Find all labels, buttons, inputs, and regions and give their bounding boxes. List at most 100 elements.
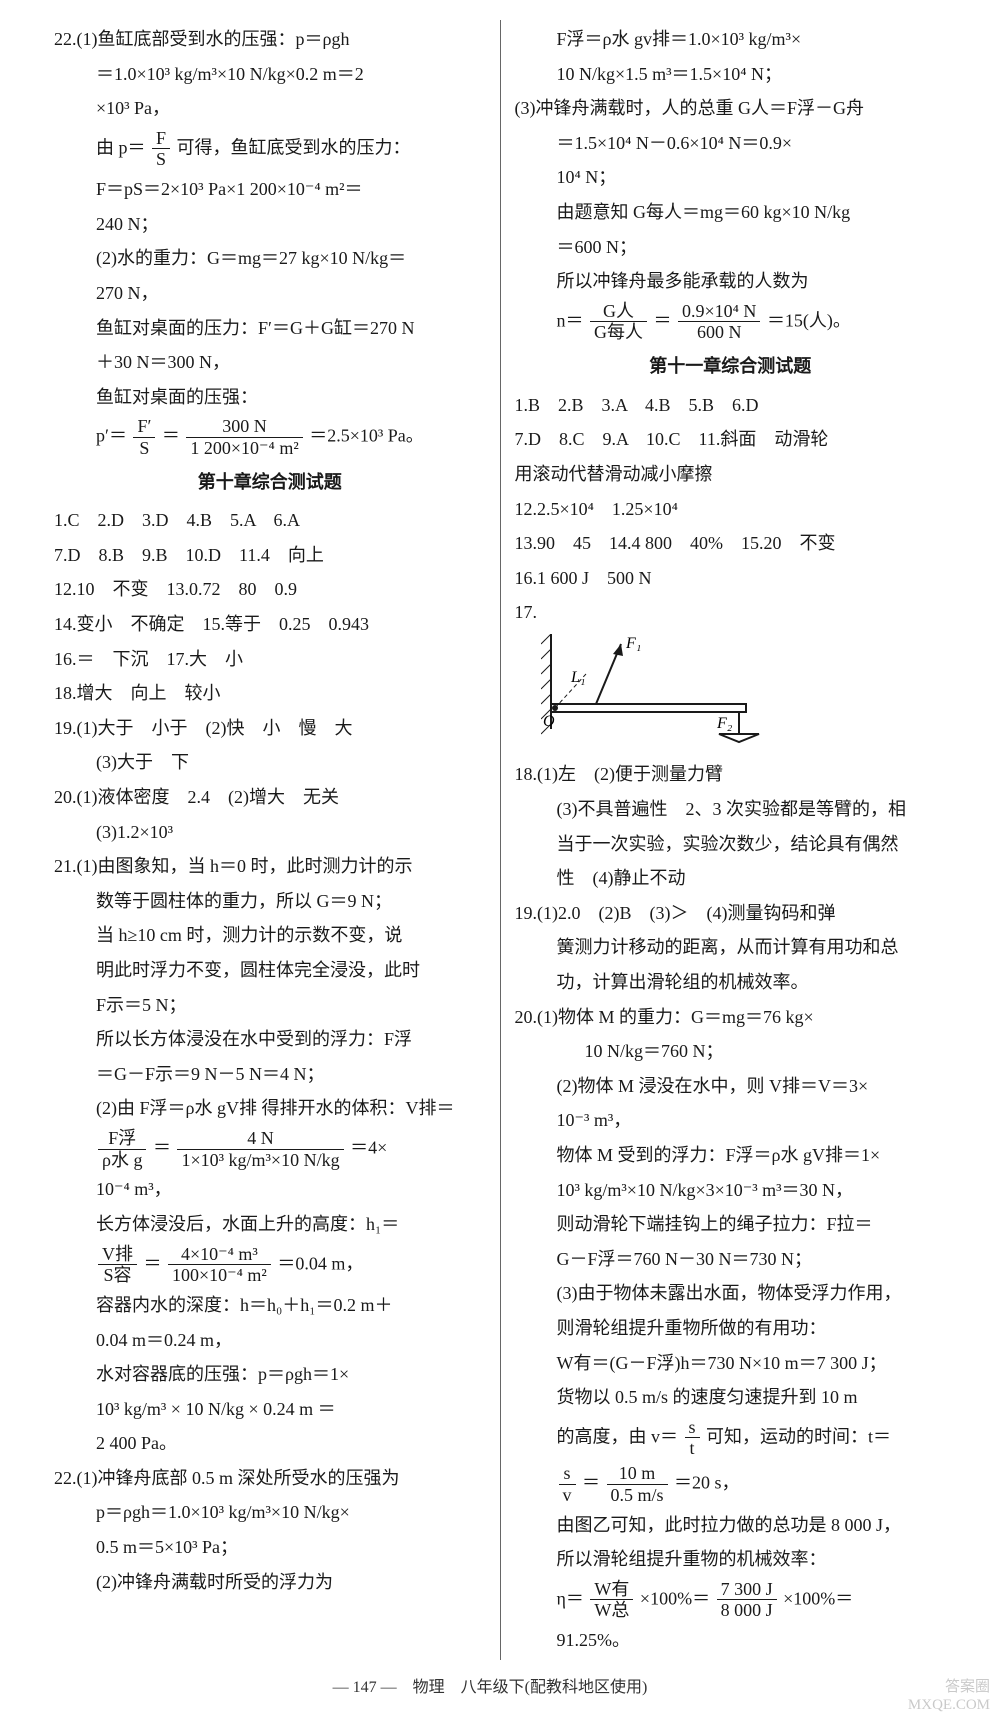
q20-p3j: 91.25%。 bbox=[515, 1625, 947, 1656]
frac-num: F′ bbox=[133, 416, 155, 438]
ch11-mc-c: 用滚动代替滑动减小摩擦 bbox=[515, 459, 947, 490]
ch11-l12: 12.2.5×10⁴ 1.25×10⁴ bbox=[515, 494, 947, 525]
l17-label: 17. bbox=[515, 602, 538, 622]
frac-num: F浮 bbox=[98, 1128, 146, 1150]
q21-p1e: F示＝5 N； bbox=[54, 990, 486, 1021]
ch10-l16: 16.＝ 下沉 17.大 小 bbox=[54, 644, 486, 675]
frac-den: S bbox=[152, 149, 170, 170]
r-top-c: (3)冲锋舟满载时，人的总重 G人＝F浮－G舟 bbox=[515, 93, 947, 124]
q22-p1d-pre: 由 p＝ bbox=[96, 137, 146, 157]
frac-num: 300 N bbox=[186, 416, 302, 438]
q20-p3d: 货物以 0.5 m/s 的速度匀速提升到 10 m bbox=[515, 1382, 947, 1413]
frac-den: S bbox=[133, 438, 155, 459]
p3i-f1: W有 W总 bbox=[590, 1579, 633, 1621]
q21-p1b: 数等于圆柱体的重力，所以 G＝9 N； bbox=[54, 886, 486, 917]
q20-p3h: 所以滑轮组提升重物的机械效率： bbox=[515, 1544, 947, 1575]
q22-p1d-frac: F S bbox=[152, 128, 170, 170]
q22-p2c: 鱼缸对桌面的压力：F′＝G＋G缸＝270 N bbox=[54, 313, 486, 344]
ch10-mc-a: 1.C 2.D 3.D 4.B 5.A 6.A bbox=[54, 505, 486, 536]
diagram-label-f2: F₂ bbox=[716, 715, 733, 732]
frac-num: F bbox=[152, 128, 170, 150]
q20-p1b: 10 N/kg＝760 N； bbox=[515, 1036, 947, 1067]
q22b-p1c: 0.5 m＝5×10³ Pa； bbox=[54, 1532, 486, 1563]
q22-p1a: (1)鱼缸底部受到水的压强：p＝ρgh bbox=[77, 29, 350, 49]
ch11-l19b: 簧测力计移动的距离，从而计算有用功和总 bbox=[515, 932, 947, 963]
q22-p2b: 270 N， bbox=[54, 278, 486, 309]
frac-num: 0.9×10⁴ N bbox=[678, 301, 760, 323]
frac-den: v bbox=[559, 1485, 576, 1506]
r-top-i-f2: 0.9×10⁴ N 600 N bbox=[678, 301, 760, 343]
q21-p2f: 容器内水的深度：h＝h₀＋h₁＝0.2 m＋ bbox=[54, 1290, 486, 1321]
q21-p1f: 所以长方体浸没在水中受到的浮力：F浮 bbox=[54, 1024, 486, 1055]
diagram-label-f1: F₁ bbox=[625, 635, 641, 652]
ch11-mc-b: 7.D 8.C 9.A 10.C 11.斜面 动滑轮 bbox=[515, 424, 947, 455]
ch10-mc-b: 7.D 8.B 9.B 10.D 11.4 向上 bbox=[54, 540, 486, 571]
p3i-f2: 7 300 J 8 000 J bbox=[717, 1579, 777, 1621]
ch10-l18: 18.增大 向上 较小 bbox=[54, 678, 486, 709]
chapter11-title: 第十一章综合测试题 bbox=[515, 351, 947, 382]
q20-p3g: 由图乙可知，此时拉力做的总功是 8 000 J， bbox=[515, 1510, 947, 1541]
ch11-l18a: 18.(1)左 (2)便于测量力臂 bbox=[515, 759, 947, 790]
r-top-f: 由题意知 G每人＝mg＝60 kg×10 N/kg bbox=[515, 197, 947, 228]
q20-p3i: η＝ W有 W总 ×100%＝ 7 300 J 8 000 J ×100%＝ bbox=[515, 1579, 947, 1621]
r-top-b: 10 N/kg×1.5 m³＝1.5×10⁴ N； bbox=[515, 59, 947, 90]
q21-p1g: ＝G－F示＝9 N－5 N＝4 N； bbox=[54, 1059, 486, 1090]
q22b-p1a: 22.(1)冲锋舟底部 0.5 m 深处所受水的压强为 bbox=[54, 1463, 486, 1494]
q21-p1a: 21.(1)由图象知，当 h＝0 时，此时测力计的示 bbox=[54, 851, 486, 882]
p2b-frac2: 4 N 1×10³ kg/m³×10 N/kg bbox=[177, 1128, 343, 1170]
frac-num: 4×10⁻⁴ m³ bbox=[168, 1244, 271, 1266]
q22-part1-line1: 22.(1)鱼缸底部受到水的压强：p＝ρgh bbox=[54, 24, 486, 55]
frac-den: 600 N bbox=[678, 322, 760, 343]
chapter10-title: 第十章综合测试题 bbox=[54, 467, 486, 498]
r-top-e: 10⁴ N； bbox=[515, 162, 947, 193]
page-footer: — 147 — 物理 八年级下(配教科地区使用) bbox=[40, 1674, 940, 1701]
q21-p2e: V排 S容 ＝ 4×10⁻⁴ m³ 100×10⁻⁴ m² ＝0.04 m， bbox=[54, 1244, 486, 1286]
frac-den: G每人 bbox=[590, 322, 647, 343]
q22-p1d-post: 可得，鱼缸底受到水的压力： bbox=[177, 137, 411, 157]
ch11-l18b: (3)不具普遍性 2、3 次实验都是等臂的，相 bbox=[515, 794, 947, 825]
q21-p2b: F浮 ρ水 g ＝ 4 N 1×10³ kg/m³×10 N/kg ＝4× bbox=[54, 1128, 486, 1170]
p3i-post: ×100%＝ bbox=[783, 1588, 853, 1608]
p2f-post: ＝2.5×10³ Pa。 bbox=[309, 426, 424, 446]
q22b-p1b: p＝ρgh＝1.0×10³ kg/m³×10 N/kg× bbox=[54, 1497, 486, 1528]
p3i-pre: η＝ bbox=[557, 1588, 584, 1608]
lever-diagram: F₁ L₁ O F₂ bbox=[541, 634, 947, 754]
r-top-h: 所以冲锋舟最多能承载的人数为 bbox=[515, 266, 947, 297]
p3f-frac1: s v bbox=[559, 1463, 576, 1505]
q20-p3e: 的高度，由 v＝ s t 可知，运动的时间：t＝ bbox=[515, 1417, 947, 1459]
q21-p2a: (2)由 F浮＝ρ水 gV排 得排开水的体积：V排＝ bbox=[54, 1093, 486, 1124]
p2f-mid: ＝ bbox=[162, 426, 180, 446]
q20-p3f: s v ＝ 10 m 0.5 m/s ＝20 s， bbox=[515, 1463, 947, 1505]
p2e-frac1: V排 S容 bbox=[98, 1244, 137, 1286]
q22-p2d: ＋30 N＝300 N， bbox=[54, 347, 486, 378]
q22-p1e: F＝pS＝2×10³ Pa×1 200×10⁻⁴ m²＝ bbox=[54, 174, 486, 205]
p2f-frac2: 300 N 1 200×10⁻⁴ m² bbox=[186, 416, 302, 458]
frac-den: 100×10⁻⁴ m² bbox=[168, 1265, 271, 1286]
r-top-i-mid: ＝ bbox=[654, 310, 672, 330]
p3e-pre: 的高度，由 v＝ bbox=[557, 1426, 679, 1446]
page: 22.(1)鱼缸底部受到水的压强：p＝ρgh ＝1.0×10³ kg/m³×10… bbox=[0, 0, 1000, 1720]
q20-p1a: 20.(1)物体 M 的重力：G＝mg＝76 kg× bbox=[515, 1002, 947, 1033]
q20-p3a: (3)由于物体未露出水面，物体受浮力作用， bbox=[515, 1278, 947, 1309]
r-top-g: ＝600 N； bbox=[515, 232, 947, 263]
diagram-label-l1: L₁ bbox=[570, 669, 585, 686]
frac-den: t bbox=[685, 1438, 700, 1459]
frac-num: s bbox=[685, 1417, 700, 1439]
ch11-l19c: 功，计算出滑轮组的机械效率。 bbox=[515, 967, 947, 998]
frac-den: 1×10³ kg/m³×10 N/kg bbox=[177, 1150, 343, 1171]
two-column-layout: 22.(1)鱼缸底部受到水的压强：p＝ρgh ＝1.0×10³ kg/m³×10… bbox=[40, 20, 960, 1660]
ch11-l16: 16.1 600 J 500 N bbox=[515, 563, 947, 594]
p2f-frac1: F′ S bbox=[133, 416, 155, 458]
frac-num: V排 bbox=[98, 1244, 137, 1266]
q20-p2e: 则动滑轮下端挂钩上的绳子拉力：F拉＝ bbox=[515, 1209, 947, 1240]
ch11-l13: 13.90 45 14.4 800 40% 15.20 不变 bbox=[515, 528, 947, 559]
frac-num: G人 bbox=[590, 301, 647, 323]
q20-p2a: (2)物体 M 浸没在水中，则 V排＝V＝3× bbox=[515, 1071, 947, 1102]
q20-p2b: 10⁻³ m³， bbox=[515, 1105, 947, 1136]
q20-p3c: W有＝(G－F浮)h＝730 N×10 m＝7 300 J； bbox=[515, 1348, 947, 1379]
q22b-p2a: (2)冲锋舟满载时所受的浮力为 bbox=[54, 1567, 486, 1598]
frac-den: S容 bbox=[98, 1265, 137, 1286]
q22-p2f: p′＝ F′ S ＝ 300 N 1 200×10⁻⁴ m² ＝2.5×10³ … bbox=[54, 416, 486, 458]
q21-p2h: 水对容器底的压强：p＝ρgh＝1× bbox=[54, 1359, 486, 1390]
q21-p2c: 10⁻⁴ m³， bbox=[54, 1174, 486, 1205]
